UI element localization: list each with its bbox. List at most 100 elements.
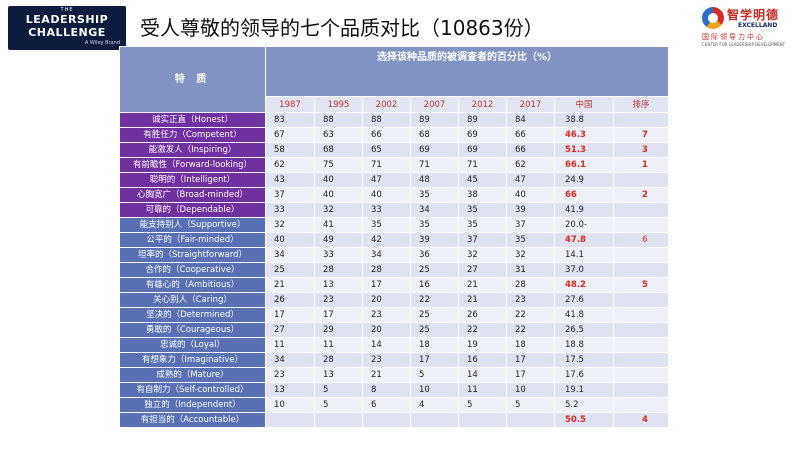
table-row: 能支持别人（Supportive） 32 41 35 35 35 37 20.0- bbox=[119, 217, 670, 233]
trait-cell: 有胜任力（Competent） bbox=[119, 127, 266, 143]
value-cell: 28 bbox=[362, 262, 411, 278]
china-value-cell: 51.3 bbox=[554, 142, 614, 158]
year-header-cell: 2012 bbox=[458, 96, 507, 113]
year-header-cell: 1987 bbox=[265, 96, 315, 113]
value-cell: 88 bbox=[314, 112, 363, 128]
china-value-cell: 38.8 bbox=[554, 112, 614, 128]
table-row: 勇敢的（Courageous） 27 29 20 25 22 22 26.5 bbox=[119, 322, 670, 338]
value-cell: 23 bbox=[314, 292, 363, 308]
rank-cell: 2 bbox=[612, 187, 670, 203]
trait-cell: 坦率的（Straightforward） bbox=[119, 247, 266, 263]
value-cell: 63 bbox=[314, 127, 363, 143]
value-cell: 35 bbox=[410, 217, 459, 233]
value-cell: 21 bbox=[458, 292, 507, 308]
value-cell: 14 bbox=[458, 367, 507, 383]
excelland-logo-cn-sub: 国际领导力中心 bbox=[702, 33, 765, 41]
value-cell: 71 bbox=[458, 157, 507, 173]
value-cell: 11 bbox=[458, 382, 507, 398]
value-cell: 34 bbox=[362, 247, 411, 263]
china-value-cell: 66 bbox=[554, 187, 614, 203]
value-cell: 5 bbox=[506, 397, 555, 413]
china-value-cell: 24.9 bbox=[554, 172, 614, 188]
value-cell: 66 bbox=[506, 127, 555, 143]
excelland-logo-en-sub: CENTER FOR LEADERSHIP DEVELOPMENT bbox=[702, 42, 786, 47]
value-cell: 40 bbox=[506, 187, 555, 203]
excelland-logo: 智学明德 EXCELLAND 国际领导力中心 CENTER FOR LEADER… bbox=[700, 4, 796, 48]
value-cell: 40 bbox=[362, 187, 411, 203]
table-body: 诚实正直（Honest） 83 88 88 89 89 84 38.8 有胜任力（Compete… bbox=[119, 112, 670, 428]
china-value-cell: 5.2 bbox=[554, 397, 614, 413]
value-cell: 71 bbox=[362, 157, 411, 173]
value-cell: 62 bbox=[506, 157, 555, 173]
table-row: 合作的（Cooperative） 25 28 28 25 27 31 37.0 bbox=[119, 262, 670, 278]
value-cell: 23 bbox=[362, 352, 411, 368]
value-cell: 69 bbox=[458, 127, 507, 143]
value-cell: 37 bbox=[506, 217, 555, 233]
china-value-cell: 20.0- bbox=[554, 217, 614, 233]
table-row: 有担当的（Accountable） 50.5 4 bbox=[119, 412, 670, 428]
value-cell: 17 bbox=[265, 307, 315, 323]
value-cell: 16 bbox=[410, 277, 459, 293]
value-cell: 27 bbox=[265, 322, 315, 338]
value-cell: 66 bbox=[362, 127, 411, 143]
value-cell: 41 bbox=[314, 217, 363, 233]
china-value-cell: 41.9 bbox=[554, 202, 614, 218]
value-cell: 40 bbox=[265, 232, 315, 248]
rank-cell bbox=[612, 352, 670, 368]
value-cell bbox=[506, 412, 555, 428]
value-cell bbox=[410, 412, 459, 428]
value-cell: 16 bbox=[458, 352, 507, 368]
rank-cell bbox=[612, 202, 670, 218]
value-cell: 32 bbox=[314, 202, 363, 218]
value-cell: 36 bbox=[410, 247, 459, 263]
value-cell: 39 bbox=[506, 202, 555, 218]
value-cell: 32 bbox=[265, 217, 315, 233]
value-cell: 27 bbox=[458, 262, 507, 278]
value-cell: 48 bbox=[410, 172, 459, 188]
value-cell: 33 bbox=[314, 247, 363, 263]
value-cell: 28 bbox=[314, 262, 363, 278]
value-cell: 10 bbox=[410, 382, 459, 398]
trait-cell: 有自制力（Self-controlled） bbox=[119, 382, 266, 398]
excelland-mark-icon bbox=[702, 7, 724, 29]
trait-cell: 关心别人（Caring） bbox=[119, 292, 266, 308]
china-value-cell: 47.8 bbox=[554, 232, 614, 248]
rank-cell: 6 bbox=[612, 232, 670, 248]
value-cell: 35 bbox=[506, 232, 555, 248]
trait-cell: 聪明的（Intelligent） bbox=[119, 172, 266, 188]
trait-cell: 诚实正直（Honest） bbox=[119, 112, 266, 128]
value-cell: 22 bbox=[458, 322, 507, 338]
value-cell: 20 bbox=[362, 292, 411, 308]
value-cell: 17 bbox=[506, 352, 555, 368]
value-cell: 58 bbox=[265, 142, 315, 158]
value-cell: 21 bbox=[265, 277, 315, 293]
value-cell: 71 bbox=[410, 157, 459, 173]
value-cell: 47 bbox=[362, 172, 411, 188]
value-cell: 21 bbox=[458, 277, 507, 293]
value-cell: 34 bbox=[410, 202, 459, 218]
value-cell: 26 bbox=[265, 292, 315, 308]
value-cell: 31 bbox=[506, 262, 555, 278]
value-cell: 88 bbox=[362, 112, 411, 128]
trait-cell: 成熟的（Mature） bbox=[119, 367, 266, 383]
value-cell: 4 bbox=[410, 397, 459, 413]
table-row: 有前瞻性（Forward-looking） 62 75 71 71 71 62 66.1 1 bbox=[119, 157, 670, 173]
china-value-cell: 17.5 bbox=[554, 352, 614, 368]
china-value-cell: 14.1 bbox=[554, 247, 614, 263]
china-value-cell: 17.6 bbox=[554, 367, 614, 383]
rank-cell: 1 bbox=[612, 157, 670, 173]
value-cell: 47 bbox=[506, 172, 555, 188]
trait-cell: 勇敢的（Courageous） bbox=[119, 322, 266, 338]
value-cell bbox=[265, 412, 315, 428]
trait-cell: 能激发人（Inspiring） bbox=[119, 142, 266, 158]
logo-the-text: THE bbox=[60, 7, 74, 13]
rank-cell bbox=[612, 292, 670, 308]
value-cell: 26 bbox=[458, 307, 507, 323]
value-cell: 25 bbox=[265, 262, 315, 278]
china-value-cell: 19.1 bbox=[554, 382, 614, 398]
year-header-cell: 2007 bbox=[410, 96, 459, 113]
value-cell: 5 bbox=[458, 397, 507, 413]
table-row: 有想象力（Imaginative） 34 28 23 17 16 17 17.5 bbox=[119, 352, 670, 368]
table-row: 忠诚的（Loyal） 11 11 14 18 19 18 18.8 bbox=[119, 337, 670, 353]
value-cell: 32 bbox=[458, 247, 507, 263]
